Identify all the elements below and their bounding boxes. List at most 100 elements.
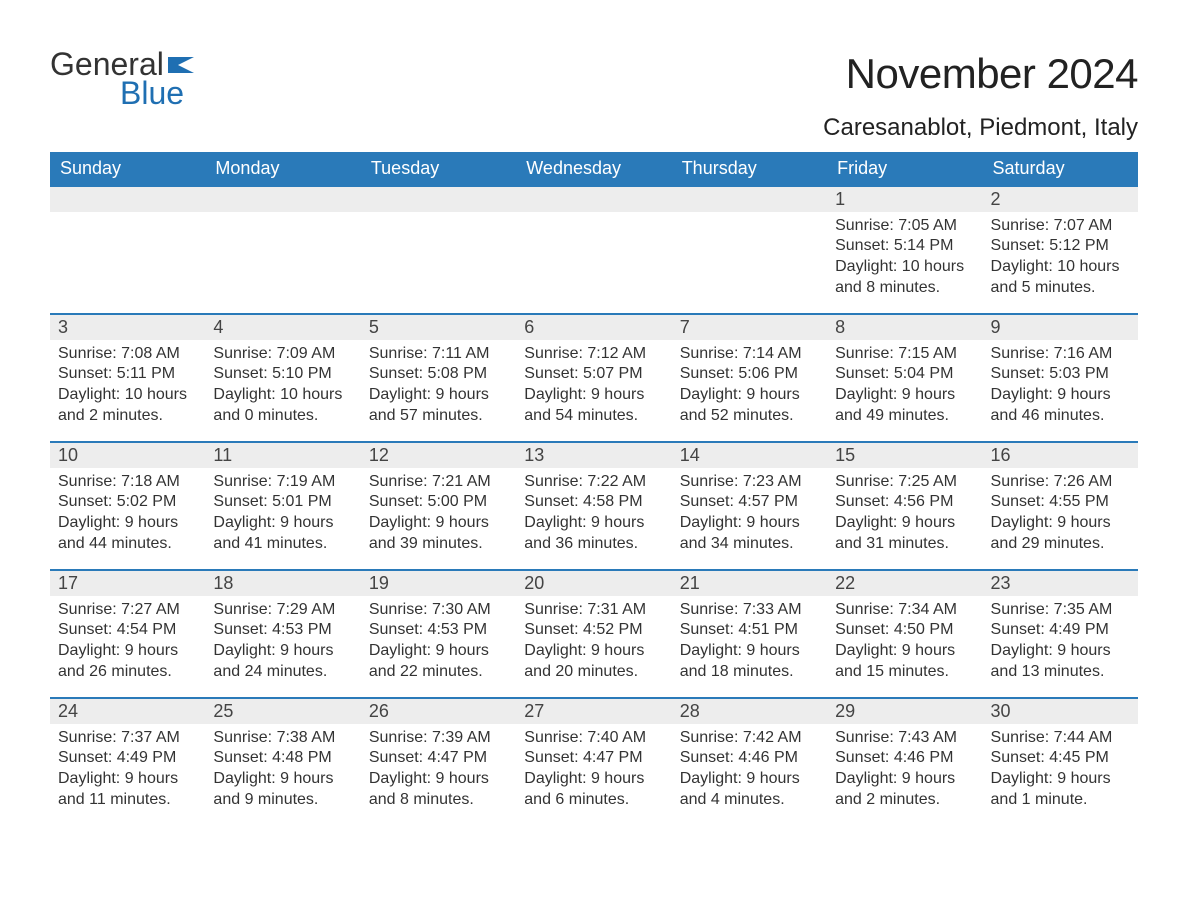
weekday-header: Friday [827,152,982,185]
sunrise-text: Sunrise: 7:38 AM [213,728,352,749]
sunset-text: Sunset: 5:10 PM [213,364,352,385]
daylight-text: Daylight: 9 hours and 13 minutes. [991,641,1130,683]
day-body [50,212,205,224]
sunset-text: Sunset: 4:53 PM [213,620,352,641]
calendar-cell: 23Sunrise: 7:35 AMSunset: 4:49 PMDayligh… [983,569,1138,697]
day-number: 15 [827,441,982,468]
sunset-text: Sunset: 4:51 PM [680,620,819,641]
day-body: Sunrise: 7:37 AMSunset: 4:49 PMDaylight:… [50,724,205,819]
sunset-text: Sunset: 4:46 PM [680,748,819,769]
weekday-header: Thursday [672,152,827,185]
logo-text: General Blue [50,50,196,108]
daylight-text: Daylight: 9 hours and 41 minutes. [213,513,352,555]
calendar-cell: 5Sunrise: 7:11 AMSunset: 5:08 PMDaylight… [361,313,516,441]
daylight-text: Daylight: 9 hours and 57 minutes. [369,385,508,427]
daylight-text: Daylight: 9 hours and 9 minutes. [213,769,352,811]
sunset-text: Sunset: 4:49 PM [58,748,197,769]
daylight-text: Daylight: 10 hours and 8 minutes. [835,257,974,299]
daylight-text: Daylight: 9 hours and 49 minutes. [835,385,974,427]
daylight-text: Daylight: 10 hours and 5 minutes. [991,257,1130,299]
sunrise-text: Sunrise: 7:42 AM [680,728,819,749]
sunrise-text: Sunrise: 7:29 AM [213,600,352,621]
sunset-text: Sunset: 5:14 PM [835,236,974,257]
weekday-header: Saturday [983,152,1138,185]
logo-word-2: Blue [120,75,184,111]
month-title: November 2024 [846,50,1138,98]
day-body [205,212,360,224]
sunset-text: Sunset: 5:01 PM [213,492,352,513]
calendar-cell: 2Sunrise: 7:07 AMSunset: 5:12 PMDaylight… [983,185,1138,313]
day-number: 16 [983,441,1138,468]
sunrise-text: Sunrise: 7:37 AM [58,728,197,749]
calendar-cell: 19Sunrise: 7:30 AMSunset: 4:53 PMDayligh… [361,569,516,697]
day-number: 2 [983,185,1138,212]
daylight-text: Daylight: 9 hours and 44 minutes. [58,513,197,555]
logo: General Blue [50,50,196,108]
day-body: Sunrise: 7:09 AMSunset: 5:10 PMDaylight:… [205,340,360,435]
day-body [672,212,827,224]
calendar-cell: 30Sunrise: 7:44 AMSunset: 4:45 PMDayligh… [983,697,1138,825]
weekday-header: Sunday [50,152,205,185]
calendar-cell: 9Sunrise: 7:16 AMSunset: 5:03 PMDaylight… [983,313,1138,441]
daylight-text: Daylight: 9 hours and 2 minutes. [835,769,974,811]
day-body: Sunrise: 7:35 AMSunset: 4:49 PMDaylight:… [983,596,1138,691]
weekday-header-row: SundayMondayTuesdayWednesdayThursdayFrid… [50,152,1138,185]
day-body: Sunrise: 7:25 AMSunset: 4:56 PMDaylight:… [827,468,982,563]
day-number: 9 [983,313,1138,340]
calendar-cell: 7Sunrise: 7:14 AMSunset: 5:06 PMDaylight… [672,313,827,441]
day-number: 17 [50,569,205,596]
day-number: 19 [361,569,516,596]
daylight-text: Daylight: 10 hours and 0 minutes. [213,385,352,427]
sunset-text: Sunset: 4:47 PM [524,748,663,769]
sunrise-text: Sunrise: 7:22 AM [524,472,663,493]
daylight-text: Daylight: 9 hours and 8 minutes. [369,769,508,811]
sunrise-text: Sunrise: 7:33 AM [680,600,819,621]
calendar-week: 17Sunrise: 7:27 AMSunset: 4:54 PMDayligh… [50,569,1138,697]
day-number: 26 [361,697,516,724]
day-body: Sunrise: 7:38 AMSunset: 4:48 PMDaylight:… [205,724,360,819]
daylight-text: Daylight: 9 hours and 1 minute. [991,769,1130,811]
sunset-text: Sunset: 4:48 PM [213,748,352,769]
day-number: 1 [827,185,982,212]
sunset-text: Sunset: 4:45 PM [991,748,1130,769]
day-number: 18 [205,569,360,596]
day-body: Sunrise: 7:15 AMSunset: 5:04 PMDaylight:… [827,340,982,435]
sunset-text: Sunset: 5:00 PM [369,492,508,513]
day-body: Sunrise: 7:14 AMSunset: 5:06 PMDaylight:… [672,340,827,435]
calendar-cell [50,185,205,313]
day-body: Sunrise: 7:29 AMSunset: 4:53 PMDaylight:… [205,596,360,691]
day-number: 12 [361,441,516,468]
calendar-table: SundayMondayTuesdayWednesdayThursdayFrid… [50,152,1138,825]
sunrise-text: Sunrise: 7:23 AM [680,472,819,493]
day-body: Sunrise: 7:07 AMSunset: 5:12 PMDaylight:… [983,212,1138,307]
sunset-text: Sunset: 4:57 PM [680,492,819,513]
day-number: 27 [516,697,671,724]
daylight-text: Daylight: 9 hours and 4 minutes. [680,769,819,811]
calendar-cell: 29Sunrise: 7:43 AMSunset: 4:46 PMDayligh… [827,697,982,825]
day-body: Sunrise: 7:16 AMSunset: 5:03 PMDaylight:… [983,340,1138,435]
day-number: 6 [516,313,671,340]
sunrise-text: Sunrise: 7:07 AM [991,216,1130,237]
day-number: 24 [50,697,205,724]
sunrise-text: Sunrise: 7:27 AM [58,600,197,621]
day-number: 10 [50,441,205,468]
day-number: 4 [205,313,360,340]
location: Caresanablot, Piedmont, Italy [50,114,1138,142]
calendar-cell: 18Sunrise: 7:29 AMSunset: 4:53 PMDayligh… [205,569,360,697]
day-body: Sunrise: 7:39 AMSunset: 4:47 PMDaylight:… [361,724,516,819]
day-number [361,185,516,212]
sunrise-text: Sunrise: 7:34 AM [835,600,974,621]
sunrise-text: Sunrise: 7:40 AM [524,728,663,749]
calendar-cell [516,185,671,313]
daylight-text: Daylight: 10 hours and 2 minutes. [58,385,197,427]
calendar-cell: 25Sunrise: 7:38 AMSunset: 4:48 PMDayligh… [205,697,360,825]
day-number: 22 [827,569,982,596]
daylight-text: Daylight: 9 hours and 34 minutes. [680,513,819,555]
sunrise-text: Sunrise: 7:26 AM [991,472,1130,493]
day-body [516,212,671,224]
calendar-cell: 1Sunrise: 7:05 AMSunset: 5:14 PMDaylight… [827,185,982,313]
sunset-text: Sunset: 4:55 PM [991,492,1130,513]
calendar-cell: 27Sunrise: 7:40 AMSunset: 4:47 PMDayligh… [516,697,671,825]
daylight-text: Daylight: 9 hours and 22 minutes. [369,641,508,683]
calendar-cell: 12Sunrise: 7:21 AMSunset: 5:00 PMDayligh… [361,441,516,569]
